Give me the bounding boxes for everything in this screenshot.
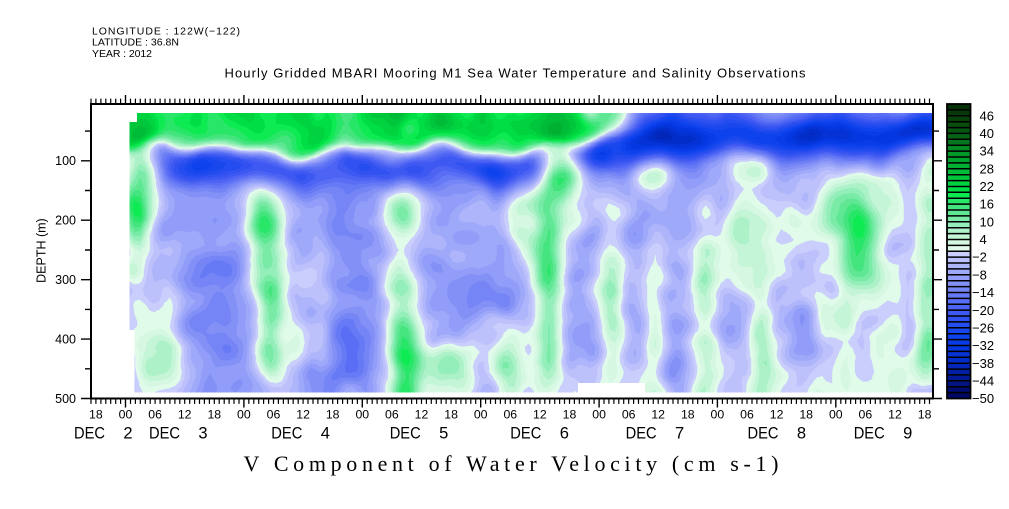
svg-text:DEPTH (m): DEPTH (m): [35, 218, 49, 283]
svg-text:00: 00: [119, 407, 133, 421]
svg-text:DEC: DEC: [149, 425, 180, 443]
svg-text:YEAR : 2012: YEAR : 2012: [92, 48, 152, 60]
svg-text:V Component of Water Velocity: V Component of Water Velocity (cm s-1): [244, 451, 779, 476]
svg-text:Hourly Gridded MBARI Mooring M: Hourly Gridded MBARI Mooring M1 Sea Wate…: [225, 66, 807, 81]
svg-text:9: 9: [903, 425, 912, 443]
svg-text:DEC: DEC: [854, 425, 885, 443]
svg-text:18: 18: [207, 407, 221, 421]
svg-text:3: 3: [198, 425, 207, 443]
svg-text:00: 00: [474, 407, 488, 421]
svg-text:40: 40: [980, 126, 994, 141]
svg-text:18: 18: [326, 407, 340, 421]
svg-text:00: 00: [237, 407, 251, 421]
svg-text:6: 6: [560, 425, 569, 443]
svg-text:100: 100: [55, 154, 76, 168]
svg-text:LATITUDE : 36.8N: LATITUDE : 36.8N: [92, 37, 179, 49]
svg-text:−20: −20: [972, 303, 994, 318]
svg-text:12: 12: [415, 407, 429, 421]
svg-text:00: 00: [592, 407, 606, 421]
svg-text:06: 06: [740, 407, 754, 421]
svg-text:−44: −44: [972, 373, 994, 388]
svg-text:12: 12: [770, 407, 784, 421]
svg-text:4: 4: [980, 232, 987, 247]
svg-text:DEC: DEC: [626, 425, 657, 443]
svg-text:DEC: DEC: [390, 425, 421, 443]
svg-text:18: 18: [918, 407, 932, 421]
svg-text:−8: −8: [972, 267, 987, 282]
svg-text:00: 00: [355, 407, 369, 421]
svg-text:12: 12: [651, 407, 665, 421]
svg-text:−50: −50: [972, 391, 994, 406]
svg-text:LONGITUDE : 122W(−122): LONGITUDE : 122W(−122): [92, 26, 240, 38]
svg-text:−38: −38: [972, 356, 994, 371]
svg-text:18: 18: [799, 407, 813, 421]
svg-text:18: 18: [563, 407, 577, 421]
svg-text:DEC: DEC: [74, 425, 105, 443]
svg-text:−14: −14: [972, 285, 994, 300]
svg-text:06: 06: [267, 407, 281, 421]
svg-text:18: 18: [89, 407, 103, 421]
svg-text:18: 18: [444, 407, 458, 421]
svg-text:200: 200: [55, 214, 76, 228]
svg-text:34: 34: [980, 144, 994, 159]
svg-text:28: 28: [980, 161, 994, 176]
svg-text:00: 00: [829, 407, 843, 421]
svg-text:00: 00: [711, 407, 725, 421]
svg-text:−26: −26: [972, 320, 994, 335]
svg-text:4: 4: [321, 425, 330, 443]
svg-text:22: 22: [980, 179, 994, 194]
svg-text:12: 12: [296, 407, 310, 421]
svg-text:06: 06: [622, 407, 636, 421]
svg-text:7: 7: [675, 425, 684, 443]
svg-text:DEC: DEC: [748, 425, 779, 443]
svg-text:06: 06: [859, 407, 873, 421]
svg-text:12: 12: [888, 407, 902, 421]
svg-text:DEC: DEC: [510, 425, 541, 443]
svg-text:16: 16: [980, 197, 994, 212]
svg-text:06: 06: [385, 407, 399, 421]
svg-text:12: 12: [178, 407, 192, 421]
svg-text:12: 12: [533, 407, 547, 421]
svg-text:DEC: DEC: [271, 425, 302, 443]
svg-text:−2: −2: [972, 250, 987, 265]
svg-text:10: 10: [980, 214, 994, 229]
svg-text:8: 8: [797, 425, 806, 443]
svg-text:5: 5: [439, 425, 448, 443]
svg-text:06: 06: [503, 407, 517, 421]
svg-text:2: 2: [123, 425, 132, 443]
svg-text:06: 06: [148, 407, 162, 421]
svg-text:46: 46: [980, 108, 994, 123]
svg-text:18: 18: [681, 407, 695, 421]
svg-text:−32: −32: [972, 338, 994, 353]
svg-text:400: 400: [55, 333, 76, 347]
svg-text:500: 500: [55, 392, 76, 406]
svg-text:300: 300: [55, 273, 76, 287]
